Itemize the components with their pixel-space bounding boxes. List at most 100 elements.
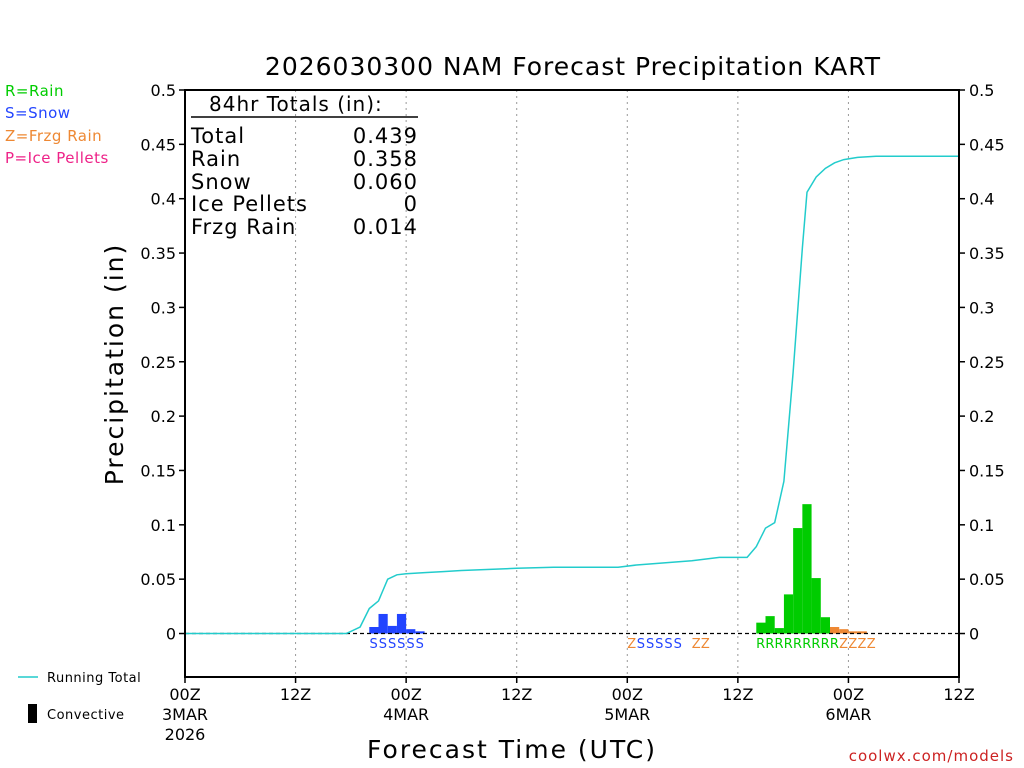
legend-rain: R=Rain xyxy=(5,82,64,100)
bar-frzg_rain xyxy=(848,631,858,634)
site-credit: coolwx.com/models xyxy=(849,747,1014,765)
y-tick-label-right: 0.3 xyxy=(969,298,994,317)
precip-type-label: Z xyxy=(701,637,710,652)
running-total-legend-label: Running Total xyxy=(47,671,141,686)
y-tick-label-left: 0.1 xyxy=(151,516,176,535)
x-tick-label: 12Z xyxy=(722,685,753,704)
running-total-series xyxy=(185,155,959,635)
totals-value-frzg-rain: 0.014 xyxy=(353,215,418,239)
y-tick-label-right: 0 xyxy=(969,625,979,644)
precip-type-label: S xyxy=(416,637,425,652)
y-tick-label-left: 0.5 xyxy=(151,81,176,100)
precip-type-label: R xyxy=(775,637,785,652)
x-tick-label: 00Z xyxy=(612,685,643,704)
totals-value-snow: 0.060 xyxy=(353,170,418,194)
y-tick-label-left: 0.15 xyxy=(140,461,176,480)
totals-label-total: Total xyxy=(190,124,245,148)
precip-type-label: Z xyxy=(839,637,848,652)
precip-type-label: Z xyxy=(858,637,867,652)
y-tick-label-left: 0.3 xyxy=(151,298,176,317)
y-tick-label-right: 0.05 xyxy=(969,570,1005,589)
precip-type-label: S xyxy=(379,637,388,652)
x-tick-label: 2026 xyxy=(165,725,206,744)
bar-rain xyxy=(774,628,784,634)
x-axis-label: Forecast Time (UTC) xyxy=(367,735,657,764)
bar-rain xyxy=(783,594,794,634)
precip-type-label: R xyxy=(765,637,775,652)
y-tick-labels: 0 0 0.05 0.05 0.1 0.1 0.15 0.15 0.2 0.2 0.25 0.25 0.… xyxy=(140,81,1004,644)
x-tick-label: 6MAR xyxy=(825,705,871,724)
y-tick-label-left: 0.2 xyxy=(151,407,176,426)
bar-frzg_rain xyxy=(830,626,840,634)
x-tick-label: 12Z xyxy=(943,685,974,704)
y-tick-label-right: 0.25 xyxy=(969,353,1005,372)
precip-type-label: S xyxy=(637,637,646,652)
x-tick-label: 00Z xyxy=(833,685,864,704)
convective-legend-swatch xyxy=(28,704,37,723)
y-tick-label-left: 0 xyxy=(166,625,176,644)
running-total-line xyxy=(185,155,959,635)
precip-type-legend: R=Rain S=Snow Z=Frzg Rain P=Ice Pellets xyxy=(5,82,109,167)
totals-value-rain: 0.358 xyxy=(353,147,418,171)
y-tick-label-left: 0.45 xyxy=(140,135,176,154)
totals-value-total: 0.439 xyxy=(353,124,418,148)
totals-label-snow: Snow xyxy=(191,170,252,194)
legend-snow: S=Snow xyxy=(5,104,71,122)
precip-type-label: S xyxy=(655,637,664,652)
y-tick-label-right: 0.1 xyxy=(969,516,994,535)
x-tick-label: 5MAR xyxy=(604,705,650,724)
precip-type-label: R xyxy=(793,637,803,652)
y-tick-label-right: 0.2 xyxy=(969,407,994,426)
precip-type-label: S xyxy=(664,637,673,652)
x-tick-label: 12Z xyxy=(280,685,311,704)
y-tick-label-left: 0.25 xyxy=(140,353,176,372)
x-tick-label: 3MAR xyxy=(162,705,208,724)
bar-snow xyxy=(406,629,416,634)
x-tick-label: 4MAR xyxy=(383,705,429,724)
y-tick-label-left: 0.35 xyxy=(140,244,176,263)
precip-type-label: Z xyxy=(848,637,857,652)
gridlines xyxy=(295,90,849,677)
bar-rain xyxy=(765,616,775,634)
totals-label-frzg-rain: Frzg Rain xyxy=(191,215,296,239)
bar-snow xyxy=(378,613,388,634)
precip-type-label: S xyxy=(388,637,397,652)
precip-type-label: R xyxy=(821,637,831,652)
precip-type-label: R xyxy=(756,637,766,652)
y-tick-label-right: 0.5 xyxy=(969,81,994,100)
bar-rain xyxy=(756,622,766,634)
totals-header: 84hr Totals (in): xyxy=(209,92,383,116)
y-tick-label-right: 0.4 xyxy=(969,190,994,209)
y-tick-label-right: 0.35 xyxy=(969,244,1005,263)
bars xyxy=(369,504,867,634)
bar-frzg_rain xyxy=(857,631,867,634)
totals-label-rain: Rain xyxy=(191,147,241,171)
x-tick-label: 12Z xyxy=(501,685,532,704)
bar-rain xyxy=(820,617,830,634)
y-tick-label-right: 0.15 xyxy=(969,461,1005,480)
bar-snow xyxy=(396,613,407,634)
precip-type-label: S xyxy=(674,637,683,652)
totals-value-ice-pellets: 0 xyxy=(404,192,418,216)
plot-frame xyxy=(184,89,960,678)
precip-type-label: R xyxy=(830,637,840,652)
precip-type-label: Z xyxy=(627,637,636,652)
x-tick-label: 00Z xyxy=(390,685,421,704)
y-tick-label-right: 0.45 xyxy=(969,135,1005,154)
precip-type-label: R xyxy=(811,637,821,652)
precip-type-label: R xyxy=(802,637,812,652)
legend-ice-pellets: P=Ice Pellets xyxy=(5,149,109,167)
bar-snow xyxy=(415,631,425,634)
bar-rain xyxy=(802,504,812,634)
legend-frzg-rain: Z=Frzg Rain xyxy=(5,127,102,145)
bar-rain xyxy=(793,528,803,634)
precip-type-label: R xyxy=(784,637,794,652)
precip-type-label: Z xyxy=(692,637,701,652)
totals-label-ice-pellets: Ice Pellets xyxy=(191,192,308,216)
y-tick-label-left: 0.4 xyxy=(151,190,176,209)
precip-type-label: Z xyxy=(867,637,876,652)
precip-type-label: S xyxy=(370,637,379,652)
